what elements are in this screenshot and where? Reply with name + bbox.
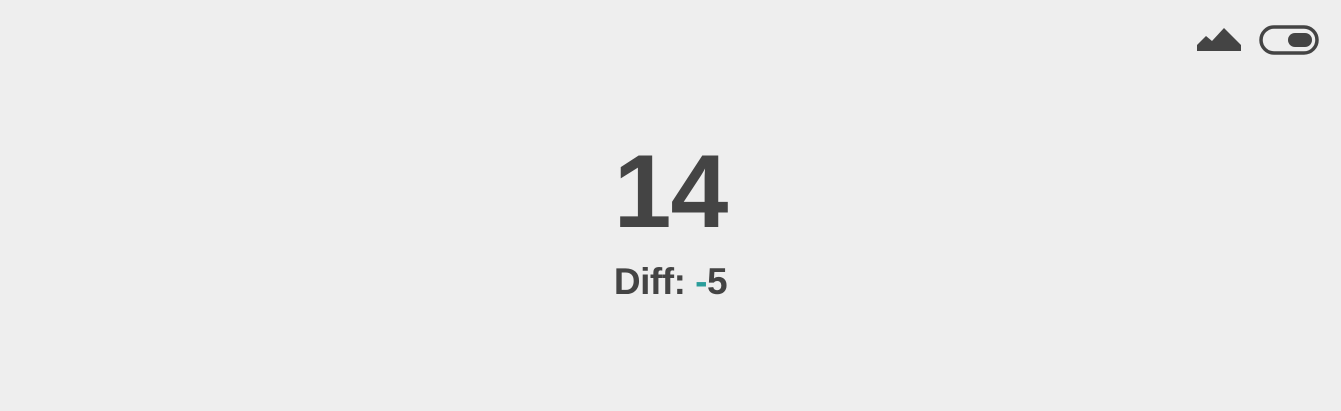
metric-value: 14 — [613, 134, 729, 250]
area-chart-icon — [1197, 28, 1241, 51]
diff-label: Diff: — [613, 261, 686, 302]
diff-sign: - — [695, 261, 707, 302]
diff-value: 5 — [707, 261, 728, 302]
area-chart-button[interactable] — [1197, 28, 1241, 52]
toggle-switch-icon — [1259, 25, 1319, 55]
toggle-knob — [1288, 33, 1312, 47]
metric-diff: Diff: -5 — [0, 262, 1341, 302]
toolbar — [1197, 22, 1319, 58]
mode-toggle-switch[interactable] — [1259, 25, 1319, 55]
metric-display: 14 Diff: -5 — [0, 140, 1341, 302]
